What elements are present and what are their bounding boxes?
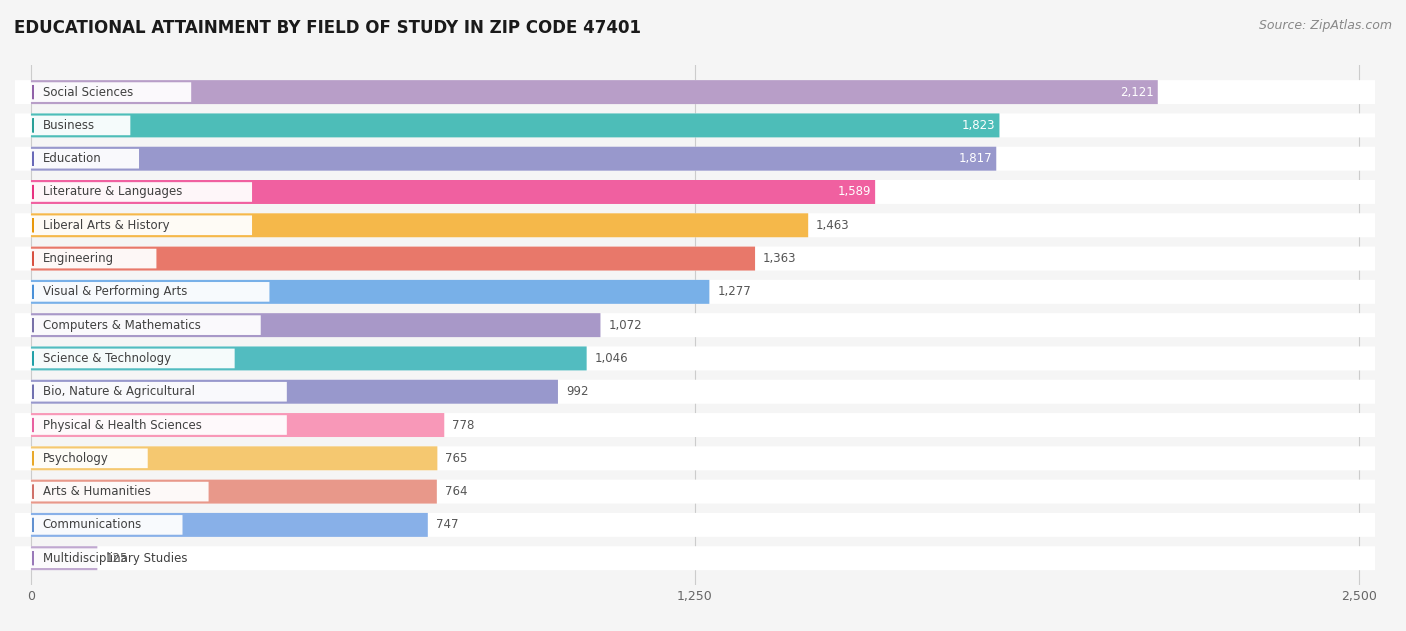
FancyBboxPatch shape [31, 346, 586, 370]
Text: 778: 778 [453, 418, 475, 432]
FancyBboxPatch shape [31, 147, 997, 170]
FancyBboxPatch shape [15, 80, 1375, 104]
FancyBboxPatch shape [24, 149, 139, 168]
Text: 1,823: 1,823 [962, 119, 995, 132]
Text: 764: 764 [444, 485, 467, 498]
FancyBboxPatch shape [24, 282, 270, 302]
Text: Social Sciences: Social Sciences [42, 86, 134, 98]
FancyBboxPatch shape [31, 114, 1000, 138]
FancyBboxPatch shape [24, 449, 148, 468]
Text: 1,046: 1,046 [595, 352, 628, 365]
FancyBboxPatch shape [31, 80, 1157, 104]
Text: Science & Technology: Science & Technology [42, 352, 170, 365]
FancyBboxPatch shape [15, 480, 1375, 504]
FancyBboxPatch shape [24, 82, 191, 102]
FancyBboxPatch shape [31, 413, 444, 437]
Text: 1,589: 1,589 [838, 186, 870, 199]
FancyBboxPatch shape [15, 114, 1375, 138]
FancyBboxPatch shape [31, 546, 97, 570]
Text: 1,817: 1,817 [959, 152, 993, 165]
Text: 1,363: 1,363 [763, 252, 797, 265]
Text: Multidisciplinary Studies: Multidisciplinary Studies [42, 551, 187, 565]
FancyBboxPatch shape [24, 316, 260, 335]
Text: Computers & Mathematics: Computers & Mathematics [42, 319, 201, 332]
Text: EDUCATIONAL ATTAINMENT BY FIELD OF STUDY IN ZIP CODE 47401: EDUCATIONAL ATTAINMENT BY FIELD OF STUDY… [14, 19, 641, 37]
FancyBboxPatch shape [15, 546, 1375, 570]
Text: 125: 125 [105, 551, 128, 565]
Text: 747: 747 [436, 519, 458, 531]
FancyBboxPatch shape [24, 348, 235, 369]
FancyBboxPatch shape [24, 249, 156, 268]
FancyBboxPatch shape [15, 280, 1375, 304]
FancyBboxPatch shape [31, 213, 808, 237]
FancyBboxPatch shape [15, 180, 1375, 204]
Text: 992: 992 [567, 386, 589, 398]
FancyBboxPatch shape [15, 513, 1375, 537]
Text: Liberal Arts & History: Liberal Arts & History [42, 219, 169, 232]
Text: Physical & Health Sciences: Physical & Health Sciences [42, 418, 201, 432]
FancyBboxPatch shape [31, 280, 710, 304]
Text: 1,277: 1,277 [717, 285, 751, 298]
FancyBboxPatch shape [24, 515, 183, 534]
FancyBboxPatch shape [31, 480, 437, 504]
FancyBboxPatch shape [15, 147, 1375, 170]
FancyBboxPatch shape [24, 182, 252, 202]
FancyBboxPatch shape [15, 446, 1375, 470]
FancyBboxPatch shape [31, 380, 558, 404]
Text: Engineering: Engineering [42, 252, 114, 265]
FancyBboxPatch shape [15, 313, 1375, 337]
Text: Arts & Humanities: Arts & Humanities [42, 485, 150, 498]
FancyBboxPatch shape [24, 415, 287, 435]
Text: Psychology: Psychology [42, 452, 108, 465]
Text: 765: 765 [446, 452, 468, 465]
Text: Visual & Performing Arts: Visual & Performing Arts [42, 285, 187, 298]
Text: Source: ZipAtlas.com: Source: ZipAtlas.com [1258, 19, 1392, 32]
FancyBboxPatch shape [15, 213, 1375, 237]
FancyBboxPatch shape [24, 382, 287, 401]
FancyBboxPatch shape [31, 180, 875, 204]
Text: Communications: Communications [42, 519, 142, 531]
Text: Business: Business [42, 119, 94, 132]
FancyBboxPatch shape [31, 446, 437, 470]
FancyBboxPatch shape [24, 482, 208, 502]
FancyBboxPatch shape [31, 313, 600, 337]
Text: Bio, Nature & Agricultural: Bio, Nature & Agricultural [42, 386, 194, 398]
FancyBboxPatch shape [31, 513, 427, 537]
Text: Literature & Languages: Literature & Languages [42, 186, 181, 199]
FancyBboxPatch shape [24, 115, 131, 135]
Text: 2,121: 2,121 [1119, 86, 1153, 98]
FancyBboxPatch shape [15, 413, 1375, 437]
FancyBboxPatch shape [15, 380, 1375, 404]
Text: Education: Education [42, 152, 101, 165]
FancyBboxPatch shape [31, 247, 755, 271]
FancyBboxPatch shape [24, 215, 252, 235]
Text: 1,072: 1,072 [609, 319, 643, 332]
Text: 1,463: 1,463 [815, 219, 849, 232]
FancyBboxPatch shape [15, 346, 1375, 370]
FancyBboxPatch shape [24, 548, 278, 568]
FancyBboxPatch shape [15, 247, 1375, 271]
